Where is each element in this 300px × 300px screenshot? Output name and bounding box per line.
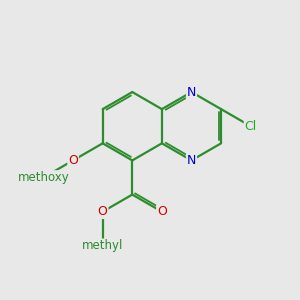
Text: Cl: Cl bbox=[244, 120, 257, 133]
Text: O: O bbox=[157, 205, 167, 218]
Text: N: N bbox=[187, 85, 196, 98]
Text: O: O bbox=[98, 205, 108, 218]
Text: methoxy: methoxy bbox=[18, 171, 69, 184]
Text: N: N bbox=[187, 154, 196, 167]
Text: methyl: methyl bbox=[82, 239, 123, 252]
Text: O: O bbox=[68, 154, 78, 167]
